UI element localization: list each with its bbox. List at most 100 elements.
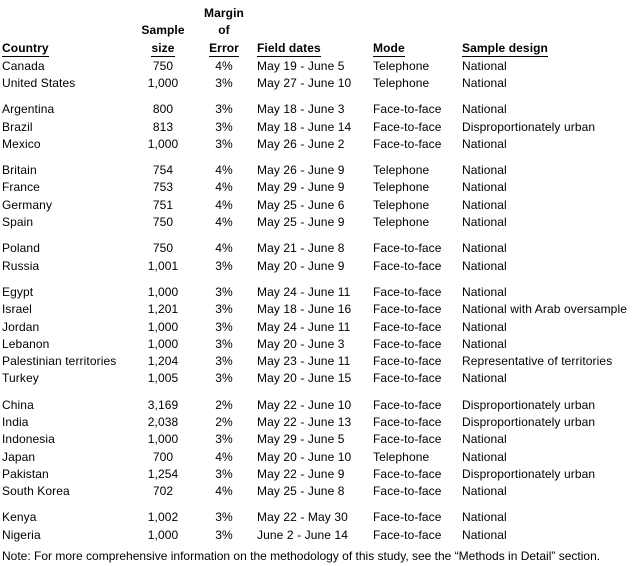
cell-field-dates: May 22 - June 10 <box>257 397 352 412</box>
table-row: Spain 750 4% May 25 - June 9 Telephone Nation… <box>2 213 640 230</box>
cell-margin-of-error: 3% <box>215 102 233 117</box>
group-gap <box>2 500 640 509</box>
cell-country: Japan <box>2 449 36 464</box>
cell-sample-size: 700 <box>152 449 174 464</box>
cell-sample-design: National with Arab oversample <box>462 302 627 317</box>
cell-margin-of-error: 3% <box>215 302 233 317</box>
cell-margin-of-error: 3% <box>215 284 233 299</box>
cell-mode: Face-to-face <box>373 510 442 525</box>
cell-field-dates: May 21 - June 8 <box>257 241 345 256</box>
table-row: Argentina 800 3% May 18 - June 3 Face-to-fac… <box>2 101 640 118</box>
cell-country: Brazil <box>2 119 33 134</box>
cell-margin-of-error: 3% <box>215 136 233 151</box>
cell-margin-of-error: 4% <box>215 58 233 73</box>
cell-sample-size: 750 <box>152 215 174 230</box>
cell-margin-of-error: 4% <box>215 215 233 230</box>
cell-country: Canada <box>2 58 45 73</box>
table-row: Britain 754 4% May 26 - June 9 Telephone Nati… <box>2 161 640 178</box>
cell-mode: Face-to-face <box>373 527 442 542</box>
cell-country: India <box>2 414 29 429</box>
cell-field-dates: May 20 - June 15 <box>257 371 352 386</box>
table-row: Indonesia 1,000 3% May 29 - June 5 Face-to-f… <box>2 431 640 448</box>
table-row: United States 1,000 3% May 27 - June 10 Tele… <box>2 74 640 91</box>
cell-country: Argentina <box>2 102 55 117</box>
cell-mode: Face-to-face <box>373 258 442 273</box>
cell-country: Turkey <box>2 371 39 386</box>
cell-sample-design: National <box>462 449 507 464</box>
cell-sample-design: National <box>462 102 507 117</box>
cell-country: France <box>2 180 40 195</box>
cell-sample-size: 1,002 <box>147 510 179 525</box>
cell-sample-size: 1,000 <box>147 284 179 299</box>
cell-country: Egypt <box>2 284 34 299</box>
cell-sample-design: National <box>462 258 507 273</box>
group-gap <box>2 387 640 396</box>
cell-mode: Face-to-face <box>373 319 442 334</box>
cell-margin-of-error: 3% <box>215 258 233 273</box>
cell-sample-design: National <box>462 180 507 195</box>
table-row: Israel 1,201 3% May 18 - June 16 Face-to-fac… <box>2 301 640 318</box>
cell-mode: Telephone <box>373 58 430 73</box>
cell-field-dates: May 25 - June 8 <box>257 484 345 499</box>
cell-mode: Telephone <box>373 449 430 464</box>
cell-field-dates: May 29 - June 9 <box>257 180 345 195</box>
table-row: Poland 750 4% May 21 - June 8 Face-to-face Na… <box>2 240 640 257</box>
cell-sample-design: National <box>462 75 507 90</box>
cell-sample-design: National <box>462 371 507 386</box>
cell-margin-of-error: 3% <box>215 432 233 447</box>
cell-field-dates: May 26 - June 2 <box>257 136 345 151</box>
cell-mode: Face-to-face <box>373 414 442 429</box>
cell-mode: Face-to-face <box>373 119 442 134</box>
cell-field-dates: May 20 - June 3 <box>257 336 345 351</box>
column-header-mode-cell: Mode <box>373 40 459 57</box>
cell-sample-design: National <box>462 241 507 256</box>
column-header-sample-design: Sample design <box>462 40 548 57</box>
cell-sample-size: 1,000 <box>147 319 179 334</box>
cell-sample-size: 1,000 <box>147 432 179 447</box>
cell-country: Nigeria <box>2 527 41 542</box>
cell-margin-of-error: 4% <box>215 163 233 178</box>
cell-country: Britain <box>2 163 37 178</box>
cell-country: Lebanon <box>2 336 50 351</box>
cell-field-dates: May 18 - June 16 <box>257 302 352 317</box>
cell-margin-of-error: 3% <box>215 354 233 369</box>
group-gap <box>2 231 640 240</box>
cell-country: South Korea <box>2 484 70 499</box>
survey-methodology-table: Country Sample size Margin of Error Fiel… <box>2 0 640 543</box>
cell-country: Israel <box>2 302 32 317</box>
cell-mode: Telephone <box>373 75 430 90</box>
cell-sample-design: National <box>462 136 507 151</box>
cell-sample-size: 800 <box>152 102 174 117</box>
column-header-field-dates-cell: Field dates <box>257 40 370 57</box>
table-row: Pakistan 1,254 3% May 22 - June 9 Face-to-fa… <box>2 465 640 482</box>
cell-country: United States <box>2 75 76 90</box>
cell-sample-design: National <box>462 319 507 334</box>
cell-margin-of-error: 3% <box>215 371 233 386</box>
column-header-sample-size-line2: size <box>151 40 175 57</box>
cell-margin-of-error: 3% <box>215 336 233 351</box>
cell-country: Spain <box>2 215 34 230</box>
cell-mode: Face-to-face <box>373 284 442 299</box>
cell-margin-of-error: 4% <box>215 241 233 256</box>
cell-country: Pakistan <box>2 466 49 481</box>
cell-sample-size: 1,201 <box>147 302 179 317</box>
cell-country: Germany <box>2 197 53 212</box>
cell-margin-of-error: 2% <box>215 414 233 429</box>
cell-mode: Telephone <box>373 163 430 178</box>
cell-sample-design: National <box>462 284 507 299</box>
cell-margin-of-error: 3% <box>215 319 233 334</box>
cell-sample-size: 3,169 <box>147 397 179 412</box>
cell-field-dates: May 25 - June 9 <box>257 215 345 230</box>
table-row: India 2,038 2% May 22 - June 13 Face-to-face… <box>2 413 640 430</box>
column-header-field-dates: Field dates <box>257 40 321 57</box>
column-header-mode: Mode <box>373 40 405 57</box>
cell-field-dates: May 20 - June 9 <box>257 258 345 273</box>
column-header-country: Country <box>2 40 49 57</box>
cell-margin-of-error: 4% <box>215 449 233 464</box>
cell-sample-design: National <box>462 336 507 351</box>
table-body: Canada 750 4% May 19 - June 5 Telephone Natio… <box>2 57 640 543</box>
cell-sample-design: National <box>462 432 507 447</box>
cell-mode: Face-to-face <box>373 336 442 351</box>
cell-field-dates: May 24 - June 11 <box>257 284 351 299</box>
